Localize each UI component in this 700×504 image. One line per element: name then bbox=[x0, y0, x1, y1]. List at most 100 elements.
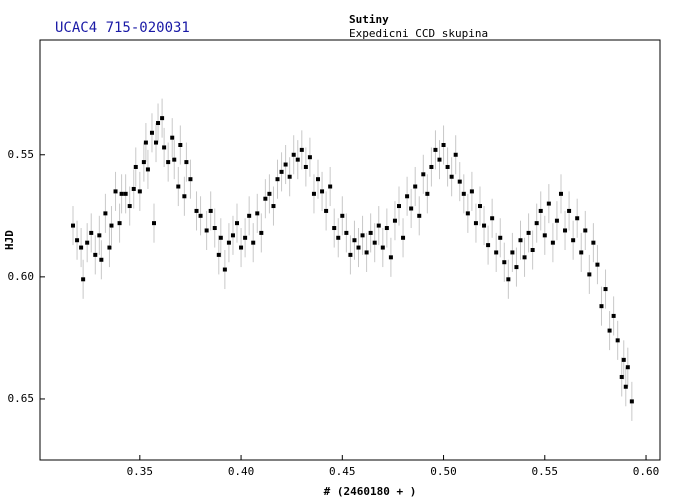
data-point bbox=[299, 147, 304, 152]
data-point bbox=[421, 172, 426, 177]
data-point bbox=[461, 191, 466, 196]
data-point bbox=[99, 257, 104, 262]
data-point bbox=[506, 277, 511, 282]
data-point bbox=[218, 235, 223, 240]
data-point bbox=[131, 186, 136, 191]
data-point bbox=[397, 204, 402, 209]
data-point bbox=[380, 245, 385, 250]
data-point bbox=[417, 213, 422, 218]
data-point bbox=[441, 143, 446, 147]
data-point bbox=[178, 143, 183, 147]
data-point bbox=[170, 135, 175, 140]
data-point bbox=[384, 226, 389, 231]
data-point bbox=[117, 221, 122, 226]
data-point bbox=[364, 250, 369, 255]
data-point bbox=[344, 230, 349, 235]
x-tick-label: 0.60 bbox=[633, 465, 660, 478]
data-point bbox=[587, 272, 592, 277]
data-point bbox=[530, 248, 535, 252]
data-point bbox=[405, 194, 410, 199]
x-tick-label: 0.40 bbox=[228, 465, 255, 478]
data-point bbox=[445, 164, 450, 169]
data-point bbox=[336, 235, 341, 240]
data-point bbox=[263, 196, 268, 201]
data-point bbox=[623, 384, 628, 389]
data-point bbox=[287, 174, 292, 179]
data-point bbox=[127, 204, 132, 209]
data-point bbox=[392, 218, 397, 223]
data-point bbox=[222, 267, 227, 272]
data-point bbox=[328, 184, 333, 189]
data-point bbox=[97, 233, 102, 238]
data-point bbox=[271, 204, 276, 209]
data-point bbox=[311, 191, 316, 196]
plot-frame bbox=[39, 39, 661, 461]
data-point bbox=[401, 235, 406, 240]
data-point bbox=[388, 255, 393, 260]
data-point bbox=[457, 179, 462, 184]
data-point bbox=[133, 164, 138, 169]
data-point bbox=[376, 223, 381, 228]
data-point bbox=[89, 230, 94, 235]
data-point bbox=[137, 189, 142, 194]
data-point bbox=[550, 240, 555, 245]
data-point bbox=[259, 230, 264, 235]
data-point bbox=[85, 240, 90, 245]
data-point bbox=[437, 157, 442, 162]
data-point bbox=[307, 155, 312, 160]
data-point bbox=[156, 121, 161, 126]
data-point bbox=[93, 252, 98, 257]
data-point bbox=[204, 228, 209, 233]
data-point bbox=[81, 277, 86, 282]
data-point bbox=[182, 194, 187, 199]
data-point bbox=[149, 130, 154, 135]
data-point bbox=[212, 226, 217, 231]
data-point bbox=[194, 208, 199, 213]
data-point bbox=[498, 235, 503, 240]
data-point bbox=[595, 262, 600, 267]
data-point bbox=[145, 167, 150, 172]
data-point bbox=[409, 206, 414, 211]
data-point bbox=[166, 160, 171, 165]
data-point bbox=[162, 145, 167, 150]
data-point bbox=[538, 208, 543, 213]
data-point bbox=[356, 245, 361, 250]
x-tick-label: 0.50 bbox=[430, 465, 457, 478]
y-tick-label: 0.65 bbox=[8, 392, 35, 405]
data-point bbox=[243, 235, 248, 240]
data-point bbox=[107, 245, 112, 250]
data-point bbox=[473, 221, 478, 226]
data-point bbox=[534, 221, 539, 226]
data-point bbox=[490, 216, 495, 221]
data-point bbox=[291, 152, 296, 157]
data-point bbox=[583, 228, 588, 233]
data-point bbox=[109, 223, 114, 228]
data-point bbox=[425, 191, 430, 196]
data-point bbox=[279, 169, 284, 174]
data-point bbox=[554, 218, 559, 223]
data-point bbox=[119, 191, 124, 196]
data-point bbox=[154, 140, 159, 145]
data-point bbox=[433, 147, 438, 152]
data-point bbox=[160, 116, 165, 121]
data-point bbox=[567, 208, 572, 213]
data-point bbox=[320, 189, 325, 194]
data-point bbox=[176, 184, 181, 189]
data-point bbox=[526, 230, 531, 235]
data-point bbox=[542, 233, 547, 238]
y-tick-label: 0.60 bbox=[8, 270, 35, 283]
data-point bbox=[198, 213, 203, 218]
data-point bbox=[226, 240, 231, 245]
data-point bbox=[502, 260, 507, 265]
data-point bbox=[79, 245, 84, 250]
data-point bbox=[621, 357, 626, 362]
data-point bbox=[368, 230, 373, 235]
x-tick-label: 0.45 bbox=[329, 465, 356, 478]
data-point bbox=[615, 338, 620, 343]
data-point bbox=[324, 208, 329, 213]
data-point bbox=[255, 211, 260, 216]
data-point bbox=[599, 304, 604, 309]
chart-subtitle: Sutiny bbox=[349, 13, 389, 26]
data-point bbox=[352, 238, 357, 243]
x-axis-label: # (2460180 + ) bbox=[324, 485, 417, 498]
